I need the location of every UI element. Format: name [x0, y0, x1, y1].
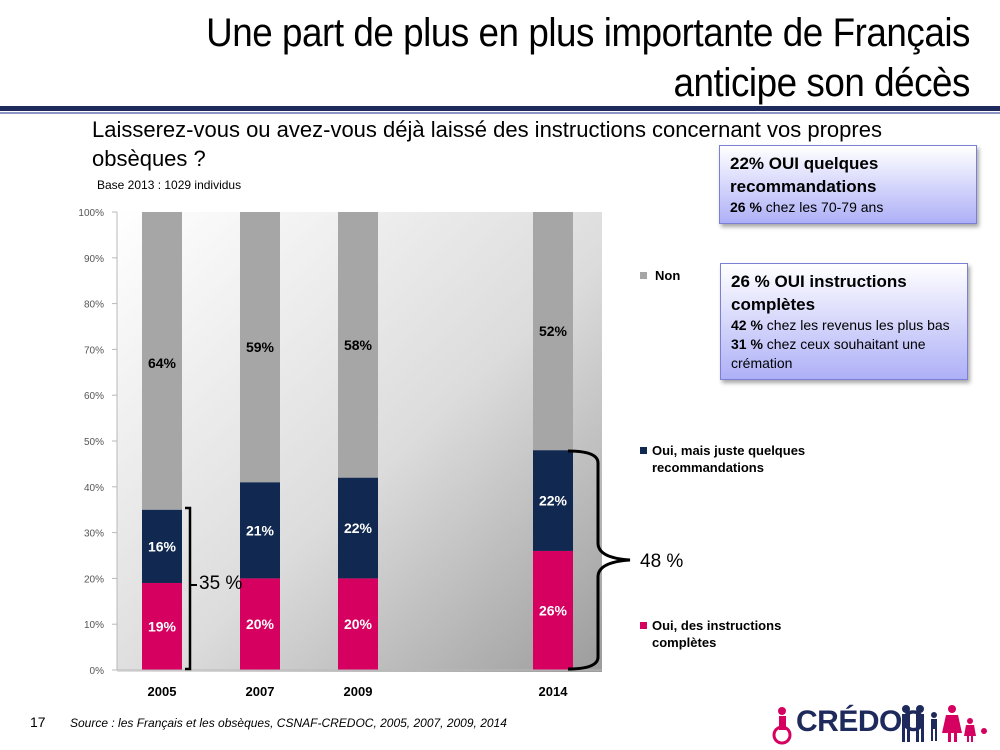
- data-label: 58%: [344, 337, 373, 353]
- data-label: 64%: [148, 355, 177, 371]
- bracket-35: [185, 506, 192, 671]
- data-label: 59%: [246, 339, 275, 355]
- y-tick-label: 80%: [84, 300, 104, 311]
- callout-instructions-head: 26 % OUI instructions complètes: [731, 272, 907, 314]
- bar-segment: [240, 578, 280, 670]
- stacked-bar-chart: 0% 10% 20% 30% 40% 50% 60% 70% 80% 90% 100% 19% 16%…: [78, 208, 631, 699]
- bar-segment: [533, 450, 573, 551]
- legend-swatch-reco: [640, 447, 647, 454]
- x-tick-label: 2007: [246, 684, 275, 699]
- source-note: Source : les Français et les obsèques, C…: [70, 716, 507, 730]
- callout-recommandations-text: chez les 70-79 ans: [761, 199, 884, 215]
- x-tick-label: 2009: [344, 684, 373, 699]
- callout-instructions-text2: chez ceux souhaitant une crémation: [731, 336, 926, 371]
- family-figures-icon: [902, 705, 987, 742]
- data-label: 22%: [539, 493, 568, 509]
- bar-segment: [533, 212, 573, 451]
- y-tick-label: 20%: [84, 574, 104, 585]
- wheelchair-figure-icon: [772, 707, 792, 745]
- legend-label-non: Non: [655, 268, 681, 283]
- y-tick-label: 90%: [84, 254, 104, 265]
- title-rule: [0, 106, 1000, 111]
- data-label: 52%: [539, 323, 568, 339]
- callout-instructions-pct2: 31 %: [731, 336, 763, 352]
- y-axis: 0% 10% 20% 30% 40% 50% 60% 70% 80% 90% 100%: [78, 208, 118, 677]
- x-axis: 2005 2007 2009 2014: [117, 669, 602, 699]
- bar-segment: [240, 212, 280, 483]
- data-label: 20%: [344, 616, 373, 632]
- y-tick-label: 70%: [84, 345, 104, 356]
- bar-segment: [338, 212, 378, 478]
- credoc-logo: CRÉDOC: [770, 703, 990, 745]
- x-tick-label: 2014: [539, 684, 569, 699]
- bracket-35-label: 35 %: [199, 573, 243, 594]
- y-tick-label: 100%: [78, 208, 104, 219]
- title-rule-light: [0, 112, 1000, 114]
- legend-label-reco: Oui, mais juste quelques recommandations: [652, 443, 806, 475]
- x-tick-label: 2005: [148, 684, 177, 699]
- bar-segment: [533, 550, 573, 670]
- bar-segment: [142, 212, 182, 510]
- data-label: 22%: [344, 520, 373, 536]
- y-tick-label: 40%: [84, 483, 104, 494]
- legend-swatch-completes: [640, 622, 647, 629]
- callout-recommandations: 22% OUI quelques recommandations 26 % ch…: [719, 145, 977, 224]
- bracket-48-label: 48 %: [640, 551, 684, 572]
- y-tick-label: 60%: [84, 391, 104, 402]
- y-tick-label: 50%: [84, 437, 104, 448]
- legend-label-completes: Oui, des instructions complètes: [652, 618, 782, 650]
- callout-instructions: 26 % OUI instructions complètes 42 % che…: [720, 263, 968, 380]
- data-label: 21%: [246, 522, 275, 538]
- y-tick-label: 10%: [84, 620, 104, 631]
- bracket-48: [567, 449, 631, 671]
- callout-recommandations-head: 22% OUI quelques recommandations: [730, 154, 879, 196]
- bar-segment: [142, 582, 182, 670]
- callout-instructions-pct1: 42 %: [731, 317, 763, 333]
- bars: 19% 16% 64% 20% 21% 59% 20% 22% 58% 26% 22% 52%: [142, 212, 573, 670]
- callout-instructions-text1: chez les revenus les plus bas: [762, 317, 950, 333]
- data-label: 19%: [148, 618, 177, 634]
- callout-recommandations-pct: 26 %: [730, 199, 762, 215]
- bar-segment: [338, 578, 378, 670]
- bar-segment: [240, 482, 280, 579]
- data-label: 20%: [246, 616, 275, 632]
- data-label: 26%: [539, 602, 568, 618]
- sample-base: Base 2013 : 1029 individus: [97, 178, 242, 192]
- bar-segment: [142, 509, 182, 583]
- y-tick-label: 0%: [90, 666, 105, 677]
- survey-question: Laisserez-vous ou avez-vous déjà laissé …: [92, 117, 882, 171]
- bar-segment: [338, 477, 378, 579]
- page-number: 17: [30, 714, 46, 730]
- data-label: 16%: [148, 538, 177, 554]
- legend-swatch-non: [640, 272, 647, 279]
- slide-title: Une part de plus en plus importante de F…: [206, 11, 971, 105]
- y-tick-label: 30%: [84, 529, 104, 540]
